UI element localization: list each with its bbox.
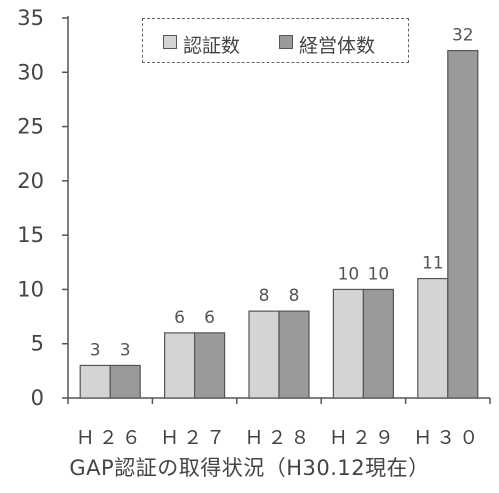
- bar-farms: [278, 310, 310, 399]
- y-tick-label: 15: [17, 223, 44, 247]
- x-tick-label: Ｈ２６: [76, 427, 145, 449]
- bar-farms: [109, 364, 141, 399]
- legend-swatch-farms: [279, 35, 293, 49]
- chart-caption: GAP認証の取得状況（H30.12現在）: [69, 456, 430, 480]
- y-tick-label: 10: [17, 277, 44, 301]
- bar-certifications: [417, 277, 449, 399]
- y-tick-label: 25: [17, 115, 44, 139]
- legend-label-certifications: 認証数: [183, 35, 241, 57]
- bar-farms: [362, 288, 394, 399]
- bar-certifications: [248, 310, 280, 399]
- data-label: 3: [90, 340, 101, 360]
- y-tick-label: 5: [31, 332, 44, 356]
- bar-farms: [194, 332, 226, 399]
- data-label: 8: [289, 286, 300, 306]
- legend-swatch-certifications: [163, 35, 177, 49]
- bar-certifications: [164, 332, 196, 399]
- y-tick-label: 35: [17, 6, 44, 30]
- data-label: 10: [368, 264, 390, 284]
- data-label: 8: [259, 286, 270, 306]
- bar-chart: 0 5 10 15 20 25 30 35 3 3 Ｈ２６ 6 6 Ｈ２７ 8 8 Ｈ２８ 10 10 Ｈ２９ 11 32…: [17, 6, 491, 449]
- data-label: 32: [452, 26, 474, 46]
- legend: 認証数 経営体数: [142, 18, 409, 63]
- bar-farms: [447, 49, 479, 399]
- x-tick-label: Ｈ２７: [160, 427, 229, 449]
- y-tick-label: 30: [17, 60, 44, 84]
- data-label: 6: [204, 308, 215, 328]
- bar-certifications: [332, 288, 364, 399]
- data-label: 6: [174, 308, 185, 328]
- data-label: 11: [422, 254, 444, 274]
- bar-certifications: [79, 364, 111, 399]
- x-tick-label: Ｈ２９: [329, 427, 398, 449]
- y-tick-label: 20: [17, 169, 44, 193]
- x-tick-label: Ｈ３０: [413, 427, 482, 449]
- data-label: 10: [338, 264, 360, 284]
- legend-label-farms: 経営体数: [299, 35, 376, 57]
- data-label: 3: [120, 340, 131, 360]
- x-tick-label: Ｈ２８: [244, 427, 313, 449]
- y-tick-label: 0: [31, 386, 44, 410]
